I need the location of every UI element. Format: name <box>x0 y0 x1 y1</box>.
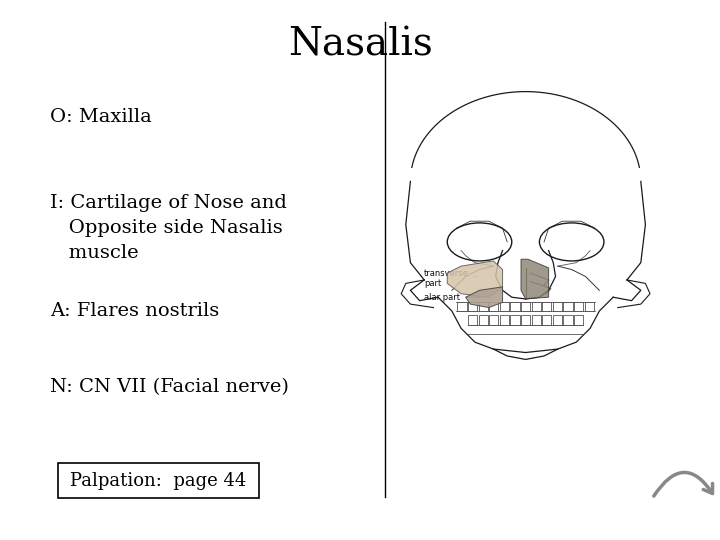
Bar <box>479 315 488 325</box>
Bar <box>531 301 541 311</box>
Bar <box>542 315 552 325</box>
Bar <box>479 301 488 311</box>
Bar <box>500 301 509 311</box>
Bar <box>510 315 520 325</box>
Bar <box>489 315 498 325</box>
Text: Palpation:  page 44: Palpation: page 44 <box>71 471 246 490</box>
Bar <box>521 315 530 325</box>
Bar <box>585 301 594 311</box>
Bar <box>58 463 259 498</box>
Bar <box>574 301 583 311</box>
Bar <box>563 301 572 311</box>
Text: N: CN VII (Facial nerve): N: CN VII (Facial nerve) <box>50 378 289 396</box>
Bar <box>553 301 562 311</box>
Bar <box>489 301 498 311</box>
Polygon shape <box>447 261 503 297</box>
Bar <box>468 301 477 311</box>
Bar <box>563 315 572 325</box>
Bar <box>521 301 530 311</box>
Polygon shape <box>521 259 549 299</box>
Bar <box>457 301 467 311</box>
Text: alar part: alar part <box>424 293 482 302</box>
Text: I: Cartilage of Nose and
   Opposite side Nasalis
   muscle: I: Cartilage of Nose and Opposite side N… <box>50 194 287 262</box>
Bar <box>574 315 583 325</box>
Text: A: Flares nostrils: A: Flares nostrils <box>50 302 220 320</box>
Text: Nasalis: Nasalis <box>287 27 433 64</box>
Bar <box>531 315 541 325</box>
Polygon shape <box>466 287 503 308</box>
Bar <box>542 301 552 311</box>
Text: O: Maxilla: O: Maxilla <box>50 108 152 126</box>
Bar <box>468 315 477 325</box>
Text: transverse
part: transverse part <box>424 268 477 288</box>
FancyArrowPatch shape <box>654 472 713 496</box>
Bar <box>510 301 520 311</box>
Bar <box>500 315 509 325</box>
Bar <box>553 315 562 325</box>
